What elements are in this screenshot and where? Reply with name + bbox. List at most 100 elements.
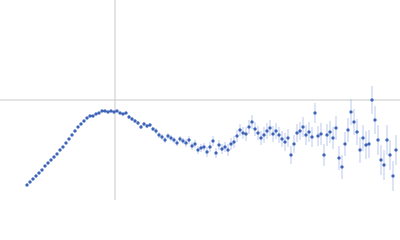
data-point bbox=[106, 110, 110, 114]
data-point bbox=[205, 150, 209, 154]
data-point bbox=[298, 129, 302, 133]
data-point bbox=[295, 131, 299, 135]
page: (() => { const data = JSON.parse(documen… bbox=[0, 0, 400, 200]
data-point bbox=[352, 120, 356, 124]
data-point bbox=[151, 127, 155, 131]
data-point bbox=[232, 140, 236, 144]
data-point bbox=[124, 111, 128, 115]
data-point bbox=[355, 130, 359, 134]
data-point bbox=[73, 129, 77, 133]
data-point bbox=[226, 148, 230, 152]
data-point bbox=[340, 165, 344, 169]
data-point bbox=[229, 142, 233, 146]
data-point bbox=[367, 142, 371, 146]
data-point bbox=[61, 145, 65, 149]
data-point bbox=[277, 133, 281, 137]
data-point bbox=[292, 142, 296, 146]
data-point bbox=[169, 136, 173, 140]
data-point bbox=[316, 134, 320, 138]
data-point bbox=[394, 148, 398, 152]
data-point bbox=[31, 177, 35, 181]
data-point bbox=[139, 125, 143, 129]
data-point bbox=[121, 112, 125, 116]
data-point bbox=[214, 151, 218, 155]
data-point bbox=[223, 145, 227, 149]
data-point bbox=[193, 142, 197, 146]
data-point bbox=[55, 152, 59, 156]
data-point bbox=[154, 129, 158, 133]
data-point bbox=[166, 134, 170, 138]
data-point bbox=[301, 125, 305, 129]
data-point bbox=[130, 117, 134, 121]
data-point bbox=[286, 136, 290, 140]
data-point bbox=[268, 126, 272, 130]
data-point bbox=[280, 137, 284, 141]
data-point bbox=[145, 124, 149, 128]
data-point bbox=[40, 168, 44, 172]
data-point bbox=[28, 180, 32, 184]
data-point bbox=[319, 132, 323, 136]
data-point bbox=[127, 115, 131, 119]
data-point bbox=[337, 156, 341, 160]
data-point bbox=[163, 138, 167, 142]
data-point bbox=[67, 137, 71, 141]
data-point bbox=[94, 112, 98, 116]
data-point bbox=[133, 119, 137, 123]
data-point bbox=[25, 183, 29, 187]
data-point bbox=[157, 133, 161, 137]
data-point bbox=[379, 158, 383, 162]
data-point bbox=[313, 111, 317, 115]
data-point bbox=[331, 136, 335, 140]
data-point bbox=[82, 119, 86, 123]
data-point bbox=[148, 123, 152, 127]
data-point bbox=[49, 158, 53, 162]
data-point bbox=[349, 110, 353, 114]
data-point bbox=[238, 128, 242, 132]
data-point bbox=[88, 114, 92, 118]
data-point bbox=[274, 129, 278, 133]
data-point bbox=[199, 146, 203, 150]
data-point bbox=[76, 125, 80, 129]
data-point bbox=[58, 148, 62, 152]
data-point bbox=[136, 121, 140, 125]
data-point bbox=[46, 161, 50, 165]
data-point bbox=[334, 126, 338, 130]
data-point bbox=[142, 122, 146, 126]
data-point bbox=[328, 130, 332, 134]
data-point bbox=[244, 132, 248, 136]
data-point bbox=[103, 109, 107, 113]
data-point bbox=[388, 153, 392, 157]
data-point bbox=[196, 148, 200, 152]
data-point bbox=[346, 128, 350, 132]
data-point bbox=[178, 137, 182, 141]
data-point bbox=[187, 138, 191, 142]
data-point bbox=[190, 144, 194, 148]
data-point bbox=[283, 140, 287, 144]
data-point bbox=[376, 138, 380, 142]
data-point bbox=[382, 163, 386, 167]
data-point bbox=[115, 109, 119, 113]
data-point bbox=[79, 122, 83, 126]
data-point bbox=[181, 139, 185, 143]
data-point bbox=[172, 138, 176, 142]
data-point bbox=[370, 98, 374, 102]
data-point bbox=[217, 143, 221, 147]
data-point bbox=[175, 141, 179, 145]
data-point bbox=[52, 155, 56, 159]
data-point bbox=[64, 141, 68, 145]
data-point bbox=[289, 153, 293, 157]
data-point bbox=[235, 134, 239, 138]
data-point bbox=[112, 110, 116, 114]
data-point bbox=[202, 145, 206, 149]
data-point bbox=[250, 120, 254, 124]
data-point bbox=[343, 142, 347, 146]
data-point bbox=[253, 127, 257, 131]
chart bbox=[0, 0, 400, 200]
data-point bbox=[256, 131, 260, 135]
data-point bbox=[43, 164, 47, 168]
data-point bbox=[361, 136, 365, 140]
data-point bbox=[211, 139, 215, 143]
data-point bbox=[118, 111, 122, 115]
data-point bbox=[391, 174, 395, 178]
data-point bbox=[385, 138, 389, 142]
